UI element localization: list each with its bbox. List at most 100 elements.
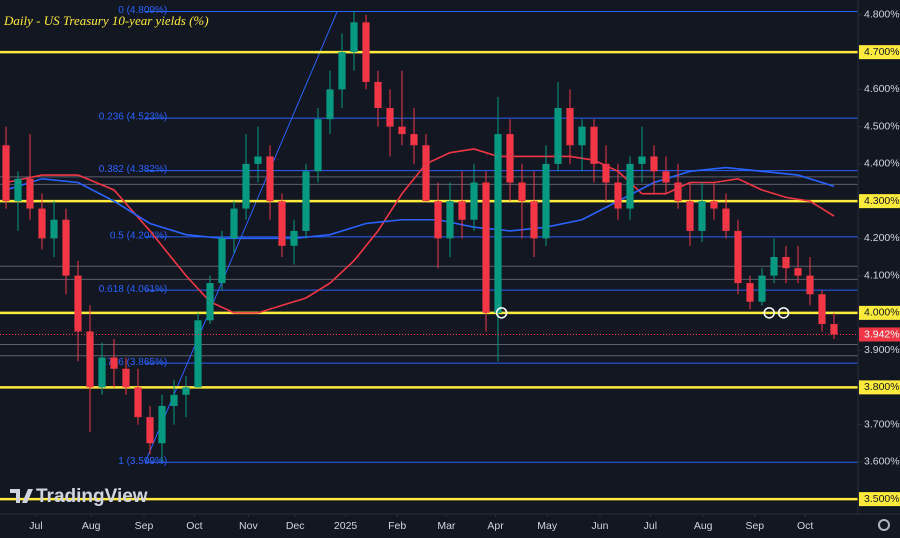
- candle-body: [626, 163, 634, 209]
- x-tick-label: Sep: [745, 520, 764, 532]
- x-tick-label: 2025: [334, 520, 358, 532]
- candle-body: [494, 134, 502, 313]
- candle-body: [38, 208, 46, 239]
- candle-body: [398, 126, 406, 135]
- x-tick-label: Jul: [29, 520, 42, 532]
- candle-body: [254, 156, 262, 164]
- level-marker: [763, 307, 775, 319]
- y-tick-label: 4.700%: [864, 46, 900, 58]
- candle-body: [638, 156, 646, 164]
- candle-body: [410, 134, 418, 146]
- candle-body: [290, 230, 298, 246]
- candle-body: [26, 178, 34, 209]
- candle-body: [746, 283, 754, 302]
- candle-body: [278, 201, 286, 246]
- y-tick-label: 3.700%: [864, 418, 900, 430]
- y-tick-label: 4.600%: [864, 83, 900, 95]
- candle-body: [446, 201, 454, 239]
- candle-body: [782, 257, 790, 269]
- candle-body: [482, 182, 490, 313]
- candle-body: [314, 119, 322, 172]
- candle-body: [266, 156, 274, 202]
- candle-body: [98, 357, 106, 388]
- candle-body: [14, 178, 22, 202]
- y-tick-highlight: [859, 194, 900, 209]
- y-tick-label: 4.200%: [864, 232, 900, 244]
- candle-body: [182, 387, 190, 395]
- candle-body: [698, 201, 706, 231]
- candle-body: [422, 145, 430, 202]
- x-tick-label: May: [537, 520, 558, 532]
- y-tick-label: 4.300%: [864, 195, 900, 207]
- candle-body: [818, 294, 826, 325]
- y-tick-highlight: [859, 305, 900, 320]
- candle-body: [686, 201, 694, 231]
- candle-body: [242, 163, 250, 209]
- candle-body: [86, 331, 94, 388]
- moving-average: [5, 166, 835, 240]
- x-tick-label: Jul: [644, 520, 657, 532]
- candle-body: [542, 163, 550, 239]
- fib-label: 0.786 (3.865%): [99, 357, 167, 368]
- x-tick-label: Apr: [487, 520, 504, 532]
- fib-label: 0.5 (4.204%): [110, 231, 167, 242]
- gear[interactable]: [878, 519, 890, 531]
- candle-body: [74, 275, 82, 332]
- y-tick-label: 3.500%: [864, 493, 900, 505]
- fib-label: 0 (4.809%): [118, 5, 167, 16]
- candle-body: [650, 156, 658, 172]
- last-price-label: 3.942%: [864, 328, 900, 340]
- watermark: TradingView: [36, 486, 148, 507]
- candle-body: [674, 182, 682, 202]
- x-tick-label: Dec: [286, 520, 305, 532]
- candle-body: [458, 201, 466, 220]
- logo-mark: [10, 489, 33, 503]
- candle-body: [758, 275, 766, 302]
- candle-body: [518, 182, 526, 202]
- candle-body: [302, 171, 310, 231]
- x-tick-label: Sep: [135, 520, 154, 532]
- y-tick-label: 4.400%: [864, 158, 900, 170]
- candle-body: [722, 208, 730, 231]
- candle-body: [530, 201, 538, 239]
- candle-body: [602, 163, 610, 183]
- x-tick-label: Aug: [82, 520, 101, 532]
- moving-average: [5, 148, 835, 314]
- y-tick-highlight: [859, 45, 900, 60]
- plot-area: 0 (4.809%) 0.236 (4.523%) 0.382 (4.382%) 0.…: [0, 5, 858, 501]
- candle-body: [158, 405, 166, 444]
- candle-body: [134, 387, 142, 418]
- settings-icon[interactable]: [878, 519, 890, 531]
- x-tick-label: Jun: [592, 520, 609, 532]
- candle-body: [386, 108, 394, 127]
- y-tick-label: 4.100%: [864, 269, 900, 281]
- y-tick-highlight: [859, 380, 900, 395]
- candle-body: [590, 126, 598, 164]
- candle-body: [62, 219, 70, 276]
- candle-body: [194, 320, 202, 388]
- fib-label: 0.236 (4.523%): [99, 112, 167, 123]
- x-tick-label: Nov: [239, 520, 258, 532]
- candle-body: [122, 368, 130, 388]
- y-tick-label: 3.600%: [864, 456, 900, 468]
- fib-label: 0.618 (4.061%): [99, 284, 167, 295]
- candle-body: [662, 171, 670, 183]
- last-price-box: [859, 327, 900, 342]
- x-tick-label: Feb: [388, 520, 406, 532]
- x-tick-label: Aug: [694, 520, 713, 532]
- x-tick-label: Oct: [186, 520, 202, 532]
- candle-body: [110, 357, 118, 369]
- candle-body: [326, 89, 334, 120]
- candle-body: [614, 182, 622, 209]
- candle-body: [374, 81, 382, 109]
- candle-body: [2, 145, 10, 202]
- candle-body: [434, 201, 442, 239]
- y-tick-highlight: [859, 492, 900, 507]
- candle-body: [506, 134, 514, 183]
- candle-body: [806, 275, 814, 295]
- candle-body: [710, 201, 718, 209]
- y-tick-label: 3.800%: [864, 381, 900, 393]
- x-tick-label: Oct: [797, 520, 813, 532]
